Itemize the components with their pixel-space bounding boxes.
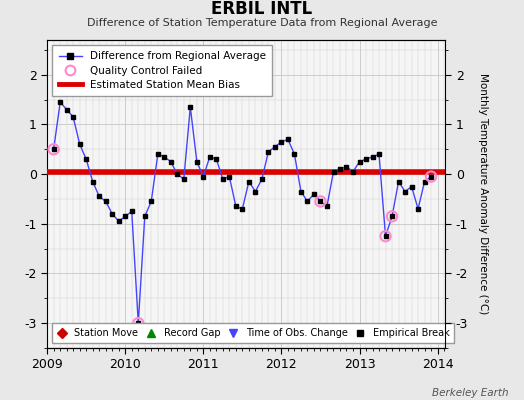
Point	[316, 198, 325, 205]
Point	[427, 174, 435, 180]
Point	[388, 213, 396, 220]
Legend: Station Move, Record Gap, Time of Obs. Change, Empirical Break: Station Move, Record Gap, Time of Obs. C…	[52, 324, 454, 343]
Point	[381, 233, 390, 240]
Point	[134, 320, 143, 326]
Text: ERBIL INTL: ERBIL INTL	[211, 0, 313, 18]
Point	[49, 146, 58, 152]
Text: Difference of Station Temperature Data from Regional Average: Difference of Station Temperature Data f…	[87, 18, 437, 28]
Text: Berkeley Earth: Berkeley Earth	[432, 388, 508, 398]
Y-axis label: Monthly Temperature Anomaly Difference (°C): Monthly Temperature Anomaly Difference (…	[478, 73, 488, 315]
